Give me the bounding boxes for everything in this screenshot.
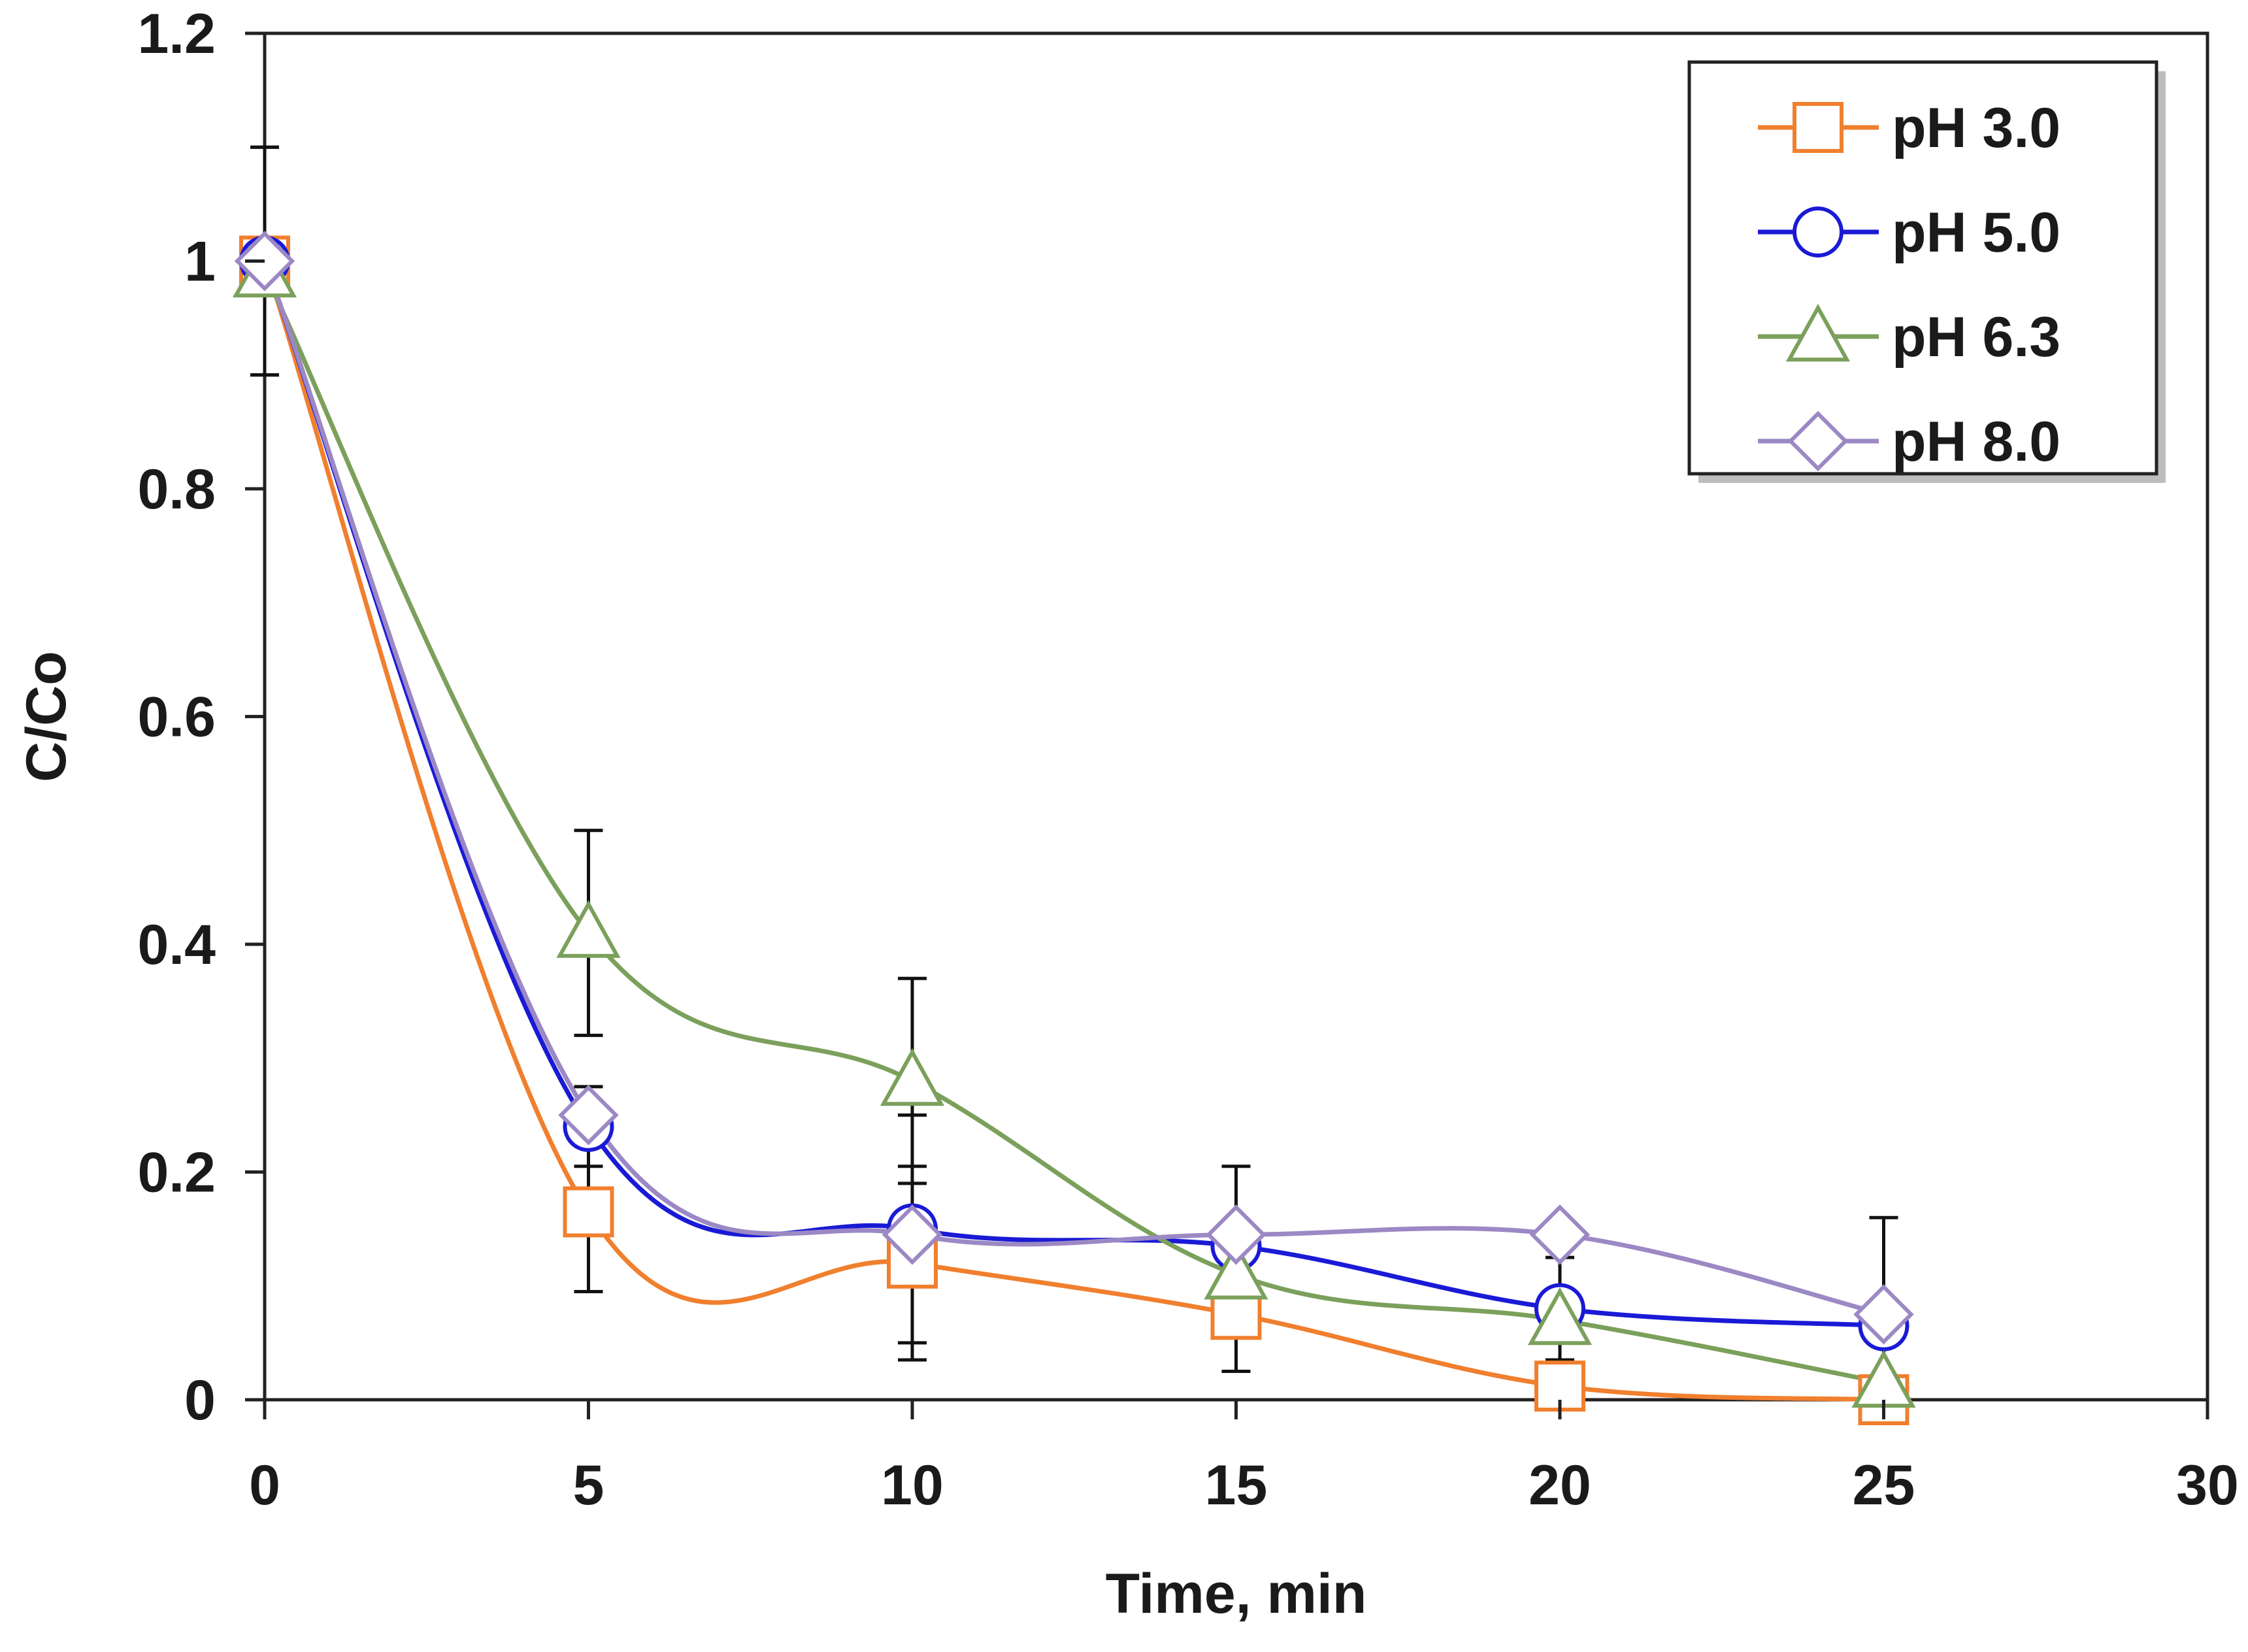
y-tick-label: 0.6 [137,686,216,749]
data-point [880,1048,945,1106]
x-tick-label: 15 [1205,1454,1268,1517]
data-point [1529,1204,1591,1265]
data-point [1204,1242,1268,1300]
legend-label: pH 5.0 [1892,201,2060,264]
y-tick-label: 0 [184,1369,216,1432]
series-line [262,271,1885,1385]
data-point [882,1204,943,1265]
legend-marker [1785,303,1851,362]
legend-marker [1793,102,1843,153]
y-tick-label: 1 [184,231,216,293]
y-tick-label: 1.2 [137,3,216,65]
y-axis-title: C/Co [15,651,78,782]
legend-entry: pH 5.0 [1758,201,2060,264]
y-tick-label: 0.2 [137,1142,216,1204]
series-line [262,260,1884,1329]
x-tick-label: 5 [573,1454,604,1517]
x-tick-label: 25 [1853,1454,1915,1517]
data-point [1206,1204,1266,1265]
data-point [563,1186,614,1238]
legend-entry: pH 3.0 [1758,97,2060,159]
x-tick-label: 0 [249,1454,280,1517]
x-axis-title: Time, min [1106,1562,1367,1625]
legend-entry: pH 6.3 [1758,303,2060,369]
legend-label: pH 8.0 [1892,410,2060,473]
x-tick-label: 10 [881,1454,944,1517]
data-point [558,1085,619,1146]
legend-entry: pH 8.0 [1758,410,2060,473]
data-point [556,900,621,958]
series-line [262,260,1885,1317]
legend-label: pH 6.3 [1892,306,2060,369]
legend-marker [1793,206,1843,257]
y-tick-label: 0.8 [137,458,216,521]
legend [1687,60,2158,476]
data-point [1527,1287,1593,1346]
x-tick-label: 30 [2176,1454,2239,1517]
data-point [1853,1284,1914,1345]
series-line [262,260,1884,1402]
legend-marker [1787,410,1849,472]
x-tick-label: 20 [1529,1454,1591,1517]
legend-label: pH 3.0 [1892,97,2060,159]
y-tick-label: 0.4 [137,914,216,976]
